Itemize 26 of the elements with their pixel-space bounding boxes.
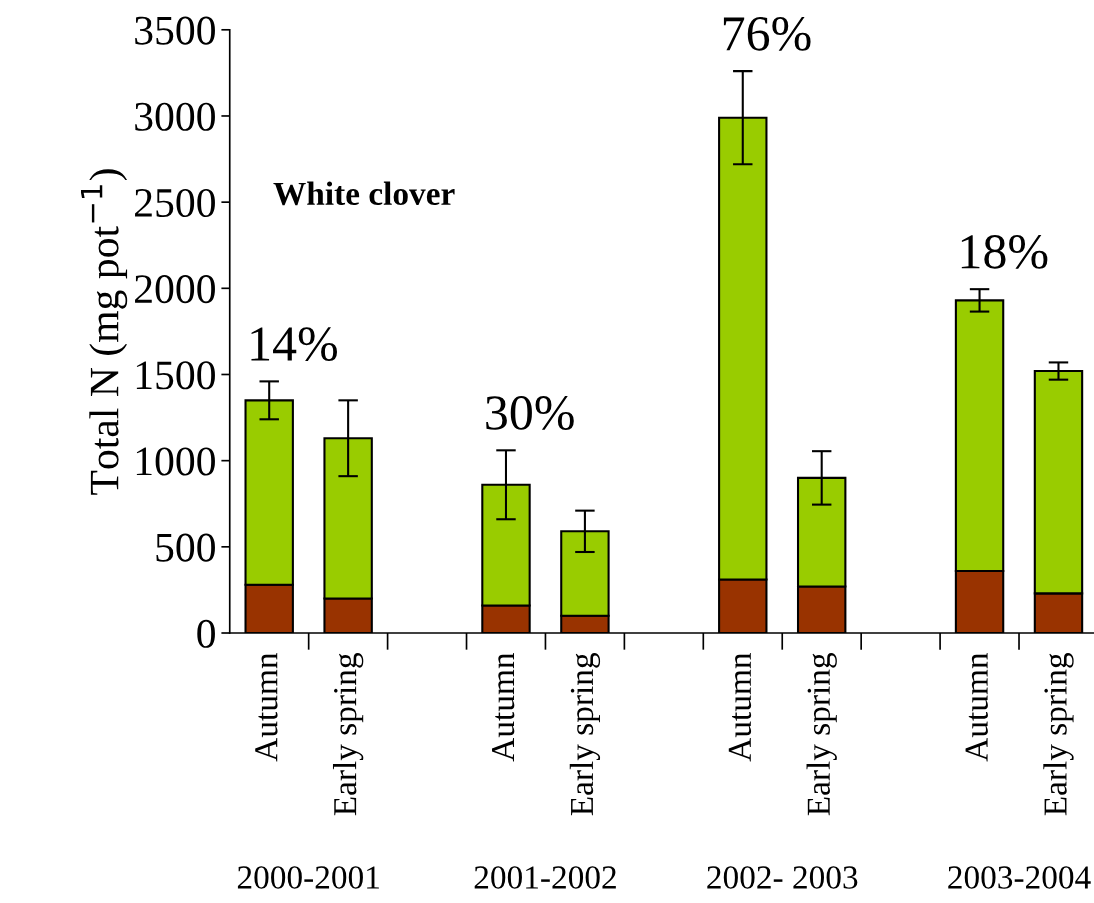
y-tick-label: 1500: [136, 361, 215, 390]
x-tick-label: Early spring: [806, 653, 837, 816]
x-tick-label: Early spring: [569, 653, 601, 816]
annotation: 18%: [961, 234, 1048, 269]
x-tick-label: Autumn: [492, 652, 515, 762]
y-tick-label: 1000: [136, 447, 215, 476]
annotation: White clover: [273, 181, 455, 206]
annotation: 30%: [486, 396, 574, 430]
x-tick-label: Autumn: [965, 652, 988, 762]
annotation: 14%: [251, 327, 337, 362]
text: 2003-2004: [948, 866, 1091, 889]
x-tick-label: Early spring: [332, 653, 364, 816]
y-tick-label: 2500: [135, 188, 215, 218]
annotation: 76%: [723, 16, 811, 51]
x-tick-label: Autumn: [255, 652, 278, 762]
y-tick-label: 3000: [135, 102, 215, 131]
y-tick-label: 500: [156, 533, 215, 562]
y-tick-label: 2000: [135, 275, 215, 304]
y-tick-label: 3500: [135, 16, 215, 45]
text: 2001-2002: [474, 866, 616, 889]
y-tick-label: 0: [197, 619, 215, 648]
x-tick-label: Early spring: [1043, 653, 1074, 816]
text: 2000-2001: [237, 866, 379, 889]
y-axis-title: Total N (mg pot$^{−1}$): [80, 169, 128, 495]
x-tick-label: Autumn: [728, 652, 752, 762]
text: 2002- 2003: [707, 866, 858, 889]
